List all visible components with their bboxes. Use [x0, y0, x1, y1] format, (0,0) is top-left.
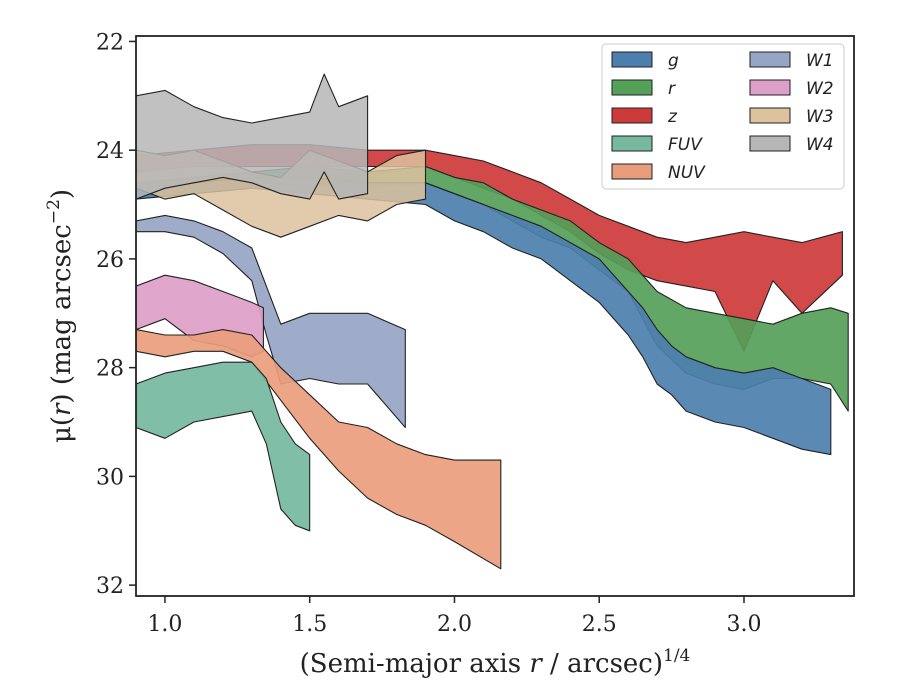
- band-g: [136, 176, 832, 456]
- y-axis-label-exponent: −2: [44, 199, 64, 224]
- band-fuv: [136, 361, 311, 532]
- y-tick-label: 32: [96, 574, 124, 599]
- legend-swatch-g: [611, 51, 653, 68]
- y-axis-label-var: r: [47, 402, 77, 416]
- y-tick-label: 24: [96, 139, 124, 164]
- plot-frame: [135, 35, 855, 597]
- x-axis-ticks: 1.0 1.5 2.0 2.5 3.0: [147, 596, 761, 637]
- y-tick-label: 26: [96, 248, 124, 273]
- y-axis-label-prefix: μ(: [47, 416, 77, 443]
- x-tick-label: 3.0: [726, 612, 761, 637]
- legend-swatch-z: [611, 107, 653, 124]
- x-axis-label-prefix: (Semi-major axis: [300, 649, 530, 679]
- legend-label-w2: W2: [806, 79, 834, 99]
- legend-label-r: r: [668, 79, 676, 99]
- legend-label-w1: W1: [806, 51, 834, 71]
- legend: grz FUV NUV W1 W2 W3 W4: [601, 43, 845, 190]
- legend-swatch-w2: [749, 79, 791, 96]
- x-axis-label: (Semi-major axis r / arcsec)1/4: [300, 646, 691, 679]
- legend-label-nuv: NUV: [668, 163, 706, 183]
- y-axis-ticks: 22 24 26 28 30 32: [96, 30, 136, 599]
- data-bands: [136, 73, 849, 570]
- x-axis-label-var: r: [529, 649, 543, 679]
- y-tick-label: 28: [96, 357, 124, 382]
- legend-label-w4: W4: [806, 135, 834, 155]
- legend-label-w3: W3: [806, 107, 834, 127]
- x-tick-label: 2.5: [582, 612, 617, 637]
- y-axis-label-close: ): [47, 189, 77, 199]
- x-tick-label: 1.0: [147, 612, 182, 637]
- legend-label-z: z: [667, 107, 678, 127]
- y-tick-label: 22: [96, 30, 124, 55]
- legend-swatch-r: [611, 79, 653, 96]
- band-w4: [136, 73, 369, 200]
- x-axis-label-exponent: 1/4: [663, 646, 690, 666]
- legend-label-g: g: [668, 51, 679, 71]
- legend-swatch-w3: [749, 107, 791, 124]
- y-tick-label: 30: [96, 465, 124, 490]
- band-nuv: [136, 329, 502, 570]
- legend-swatch-w1: [749, 51, 791, 68]
- x-tick-label: 2.0: [437, 612, 472, 637]
- y-axis-label: μ(r) (mag arcsec−2): [44, 189, 77, 443]
- legend-label-fuv: FUV: [668, 135, 703, 155]
- band-w1: [136, 214, 406, 429]
- legend-swatch-w4: [749, 135, 791, 152]
- y-axis-label-suffix: ) (mag arcsec: [47, 224, 77, 403]
- x-axis-label-suffix: / arcsec): [542, 649, 663, 679]
- x-tick-label: 1.5: [292, 612, 327, 637]
- legend-swatch-fuv: [611, 135, 653, 152]
- legend-swatch-nuv: [611, 163, 653, 180]
